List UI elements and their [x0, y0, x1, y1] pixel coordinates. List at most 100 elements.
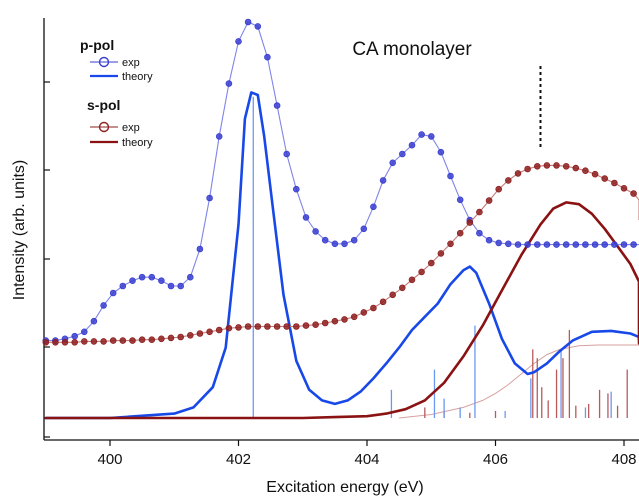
- s_exp-point-60: [620, 185, 628, 192]
- p_exp-point-50: [524, 241, 531, 248]
- legend-label-p-theory: theory: [122, 71, 153, 83]
- p_exp-point-31: [341, 240, 348, 248]
- s_exp-point-46: [485, 197, 493, 204]
- s_exp-point-4: [81, 338, 88, 345]
- x-axis-label: Excitation energy (eV): [266, 479, 423, 496]
- s_exp-point-47: [495, 185, 503, 193]
- p_exp-point-25: [283, 150, 291, 158]
- transition-sticks: [252, 96, 628, 418]
- s_exp-point-16: [196, 330, 204, 337]
- legend-heading-s-pol: s-pol: [87, 97, 120, 113]
- p_exp-point-18: [215, 133, 223, 140]
- s_exp-point-2: [61, 338, 69, 346]
- s_exp-point-50: [524, 165, 531, 173]
- p_exp-point-35: [379, 177, 387, 184]
- p_exp-point-19: [225, 80, 233, 87]
- p_exp-point-28: [312, 228, 319, 235]
- s_exp-point-40: [427, 259, 435, 267]
- legend-entry-p-exp: exp: [90, 56, 140, 69]
- p_exp-point-5: [90, 317, 98, 325]
- s_exp-connector: [45, 164, 639, 343]
- s_exp-point-12: [158, 335, 165, 343]
- p_exp-point-17: [206, 194, 213, 202]
- s_exp-point-34: [370, 304, 377, 312]
- p_exp-point-33: [360, 225, 368, 233]
- p_exp-point-32: [350, 236, 358, 244]
- p_exp-point-29: [321, 236, 329, 244]
- s-pol-step-line: [399, 344, 639, 419]
- s_exp-point-11: [148, 336, 156, 344]
- p_exp-point-60: [620, 241, 628, 248]
- p_exp-point-49: [514, 241, 522, 248]
- legend-entry-s-exp: exp: [90, 121, 140, 134]
- p_exp-point-21: [244, 18, 252, 26]
- p_exp-point-38: [408, 141, 416, 149]
- p_exp-point-37: [398, 150, 406, 158]
- s_exp-point-51: [533, 163, 541, 170]
- s_exp-point-19: [225, 324, 233, 332]
- s-pol-step-curve: [399, 344, 639, 419]
- p_exp-point-30: [331, 240, 339, 248]
- p_exp-point-39: [418, 131, 425, 138]
- p_exp-point-42: [447, 172, 454, 180]
- s_exp-point-44: [466, 219, 474, 226]
- s_exp-point-26: [292, 323, 300, 330]
- y-ticks: [44, 81, 50, 438]
- s_exp-point-24: [273, 323, 281, 330]
- s_exp-point-53: [553, 162, 560, 169]
- legend-swatch-s-exp-marker: [98, 121, 110, 133]
- legend: p-pol exp theory s-pol exp theory: [80, 37, 153, 149]
- s_exp-point-33: [360, 309, 368, 316]
- p_exp-point-34: [370, 203, 377, 211]
- p_exp-point-61: [630, 241, 637, 248]
- s_exp-point-30: [331, 317, 339, 325]
- p_exp-point-22: [254, 23, 262, 30]
- p_exp-point-51: [533, 241, 541, 248]
- p_exp-point-3: [71, 332, 78, 340]
- s_exp-point-61: [630, 190, 637, 197]
- p_exp-point-23: [264, 53, 271, 61]
- s_exp-point-23: [264, 323, 271, 330]
- p_exp-point-59: [611, 241, 618, 248]
- p_exp-point-48: [504, 240, 512, 248]
- s_exp-point-32: [350, 313, 358, 321]
- s_exp-point-18: [215, 326, 223, 334]
- p_exp-point-15: [187, 273, 194, 281]
- x-tick-label-408: 408: [611, 451, 636, 468]
- s_exp-point-17: [206, 328, 213, 336]
- x-tick-label-406: 406: [483, 451, 508, 468]
- s_exp-point-54: [562, 163, 570, 170]
- x-tick-label-404: 404: [354, 451, 379, 468]
- p_exp-point-54: [562, 241, 570, 248]
- s_exp-point-37: [398, 284, 406, 292]
- p_exp-connector: [45, 21, 639, 342]
- x-tick-label-402: 402: [226, 451, 251, 468]
- s_exp-point-59: [611, 179, 618, 187]
- experiment-curves: [42, 18, 639, 346]
- p_exp-point-56: [582, 241, 589, 248]
- s_exp-point-25: [283, 323, 291, 330]
- axes: 400 402 404 406 408: [43, 18, 639, 468]
- p_exp-point-16: [196, 245, 204, 253]
- s_exp-point-13: [167, 334, 175, 342]
- legend-heading-p-pol: p-pol: [80, 37, 114, 53]
- p_exp-point-9: [129, 277, 136, 285]
- s_exp-point-36: [389, 291, 397, 299]
- p_exp-point-13: [167, 282, 175, 290]
- legend-label-p-exp: exp: [122, 57, 140, 69]
- s_exp-point-21: [244, 323, 252, 330]
- x-ticks: 400 402 404 406 408: [97, 440, 637, 468]
- s_exp-point-38: [408, 276, 416, 284]
- s_exp-point-9: [129, 337, 136, 344]
- s_exp-point-15: [187, 331, 194, 339]
- s_exp-point-7: [109, 337, 117, 344]
- s_exp-point-43: [456, 229, 464, 237]
- legend-entry-p-theory: theory: [90, 71, 153, 83]
- p_exp-point-11: [148, 273, 156, 281]
- p_exp-point-7: [109, 289, 117, 297]
- p_exp-point-52: [543, 241, 551, 248]
- s_exp-point-5: [90, 338, 98, 345]
- p_exp-point-55: [572, 241, 580, 248]
- p_exp-point-45: [476, 229, 483, 237]
